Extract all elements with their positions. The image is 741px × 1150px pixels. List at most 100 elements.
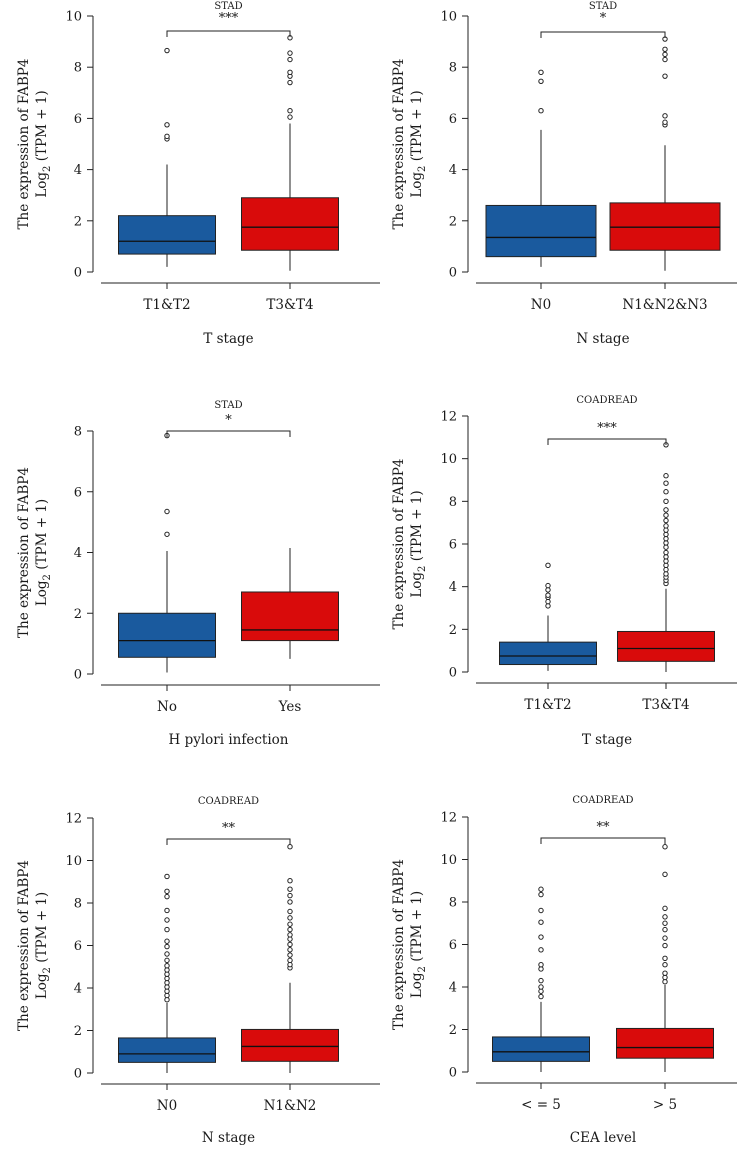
x-category-label: Yes xyxy=(278,699,302,715)
x-category-label: N1&N2&N3 xyxy=(622,297,707,313)
outlier-point xyxy=(287,961,293,968)
outlier-point xyxy=(662,961,668,968)
x-axis-title: T stage xyxy=(582,732,632,748)
outlier-point xyxy=(538,934,544,940)
y-tick-label: 0 xyxy=(449,666,457,681)
y-axis-title-line1: The expression of FABP4 xyxy=(16,59,32,230)
outlier-point xyxy=(164,988,170,994)
outlier-point xyxy=(662,113,668,119)
y-axis-title-line1: The expression of FABP4 xyxy=(391,459,407,630)
box-group1 xyxy=(118,612,216,658)
outlier-point xyxy=(663,558,669,564)
outlier-point xyxy=(662,935,668,941)
x-category-label: N0 xyxy=(531,297,551,313)
x-axis-title: H pylori infection xyxy=(169,732,289,748)
y-axis-title-log: Log xyxy=(409,172,425,198)
outlier-point xyxy=(164,992,170,999)
y-tick-label: 0 xyxy=(74,1067,82,1082)
outlier-point xyxy=(538,69,544,76)
outlier-point xyxy=(663,535,669,542)
y-tick-label: 8 xyxy=(449,495,457,510)
outlier-point xyxy=(287,957,293,964)
outlier-point xyxy=(287,941,293,948)
outlier-point xyxy=(545,562,551,569)
y-tick-label: 6 xyxy=(449,112,457,127)
outlier-point xyxy=(538,961,544,968)
significance-bracket xyxy=(540,837,666,844)
outlier-point xyxy=(662,978,668,985)
outlier-point xyxy=(663,554,669,560)
outlier-point xyxy=(663,512,669,518)
outlier-point xyxy=(545,598,551,605)
y-axis-title: The expression of FABP4 Log2 (TPM + 1) xyxy=(391,459,428,630)
x-category-label: < = 5 xyxy=(521,1097,561,1113)
y-axis-title-subscript: 2 xyxy=(42,574,53,580)
outlier-point xyxy=(287,877,293,884)
box-group1 xyxy=(485,204,597,258)
outlier-point xyxy=(164,967,170,973)
outlier-point xyxy=(287,952,293,958)
outlier-point xyxy=(662,51,668,58)
y-tick-label: 4 xyxy=(449,981,457,996)
outlier-point xyxy=(662,920,668,926)
x-axis-title: N stage xyxy=(202,1130,255,1146)
outlier-point xyxy=(663,531,669,538)
outlier-point xyxy=(663,507,669,513)
significance-bracket xyxy=(547,438,667,445)
x-category-label: > 5 xyxy=(653,1097,677,1113)
outlier-point xyxy=(164,917,170,923)
outlier-point xyxy=(287,892,293,899)
y-axis-title-line2: Log2 (TPM + 1) xyxy=(34,499,53,606)
y-axis-title-unit: (TPM + 1) xyxy=(34,90,50,165)
y-tick-label: 10 xyxy=(65,10,82,25)
y-tick-label: 12 xyxy=(65,812,82,827)
y-axis-title-line2: Log2 (TPM + 1) xyxy=(34,90,53,197)
y-axis-title-log: Log xyxy=(34,172,50,198)
outlier-point xyxy=(663,489,669,495)
outlier-point xyxy=(538,919,544,925)
box-group2 xyxy=(241,1028,339,1062)
y-axis-title-line1: The expression of FABP4 xyxy=(16,860,32,1031)
y-tick-label: 4 xyxy=(449,580,457,595)
significance-label: *** xyxy=(219,11,239,26)
outlier-point xyxy=(663,480,669,486)
outlier-point xyxy=(663,566,669,573)
y-tick-label: 8 xyxy=(449,896,457,911)
y-axis-title: The expression of FABP4 Log2 (TPM + 1) xyxy=(391,59,428,230)
outlier-point xyxy=(662,119,668,125)
outlier-point xyxy=(164,962,170,969)
y-tick-label: 0 xyxy=(74,266,82,281)
outlier-point xyxy=(662,871,668,878)
outlier-point xyxy=(538,78,544,84)
outlier-point xyxy=(662,970,668,976)
outlier-point xyxy=(538,977,544,984)
y-axis-title: The expression of FABP4 Log2 (TPM + 1) xyxy=(16,467,53,638)
outlier-point xyxy=(287,932,293,938)
outlier-point xyxy=(538,891,544,898)
outlier-point xyxy=(663,562,669,569)
significance-label: * xyxy=(225,413,232,428)
outlier-point xyxy=(164,531,170,537)
y-tick-label: 2 xyxy=(74,607,82,622)
outlier-point xyxy=(164,133,170,140)
outlier-point xyxy=(287,56,293,63)
y-tick-label: 10 xyxy=(440,452,457,467)
y-axis-title-unit: (TPM + 1) xyxy=(34,892,50,967)
outlier-point xyxy=(538,947,544,953)
y-axis-title-unit: (TPM + 1) xyxy=(409,90,425,165)
outlier-point xyxy=(287,108,293,114)
significance-label: *** xyxy=(597,421,617,436)
outlier-point xyxy=(287,50,293,56)
outlier-point xyxy=(164,971,170,977)
outlier-point xyxy=(663,549,669,556)
outlier-point xyxy=(538,988,544,994)
box-group2 xyxy=(616,1027,714,1059)
significance-bracket xyxy=(166,838,291,845)
outlier-point xyxy=(662,914,668,920)
y-tick-label: 0 xyxy=(74,668,82,683)
x-category-label: T3&T4 xyxy=(642,697,689,713)
